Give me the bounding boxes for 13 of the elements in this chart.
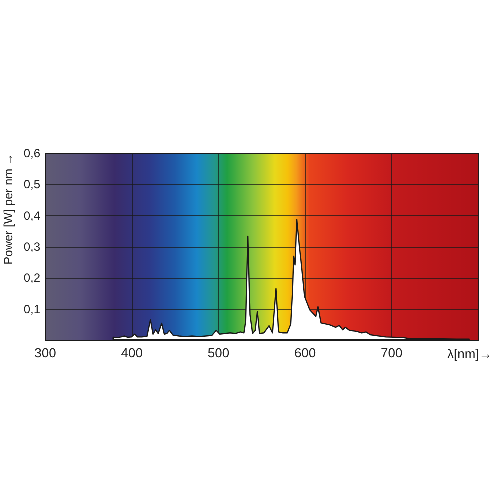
x-tick-label: 400 xyxy=(121,346,143,360)
y-tick-label: 0,2 xyxy=(24,271,41,286)
x-tick-label: 300 xyxy=(34,346,56,360)
y-tick-label: 0,5 xyxy=(24,178,41,192)
y-tick-label: 0,4 xyxy=(24,208,41,223)
y-tick-label: 0,3 xyxy=(24,240,41,254)
y-axis-title: Power [W] per nm → xyxy=(2,154,16,265)
x-tick-label: 600 xyxy=(294,346,316,360)
y-tick-label: 0,6 xyxy=(24,146,41,160)
x-tick-label: 700 xyxy=(381,346,403,360)
x-tick-label: 500 xyxy=(208,346,230,360)
x-axis-title: λ[nm]→ xyxy=(448,346,492,362)
y-tick-label: 0,1 xyxy=(24,302,41,316)
